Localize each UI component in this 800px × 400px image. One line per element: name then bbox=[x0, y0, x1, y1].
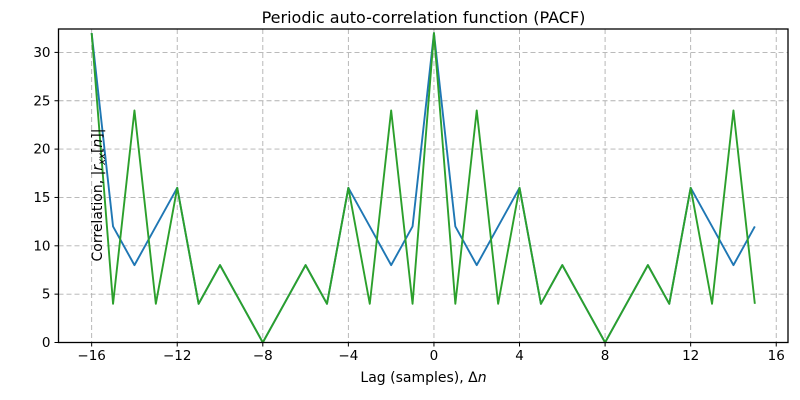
y-tick-label-10: 10 bbox=[33, 238, 50, 254]
y-axis-label-part-4: n bbox=[90, 138, 106, 148]
x-axis-label-part-0: Lag (samples), Δ bbox=[360, 370, 478, 386]
x-tick-label--4: −4 bbox=[338, 348, 358, 364]
x-tick-label--16: −16 bbox=[77, 348, 106, 364]
y-tick-label-15: 15 bbox=[33, 190, 50, 206]
y-tick-label-20: 20 bbox=[33, 142, 50, 158]
x-tick-label-4: 4 bbox=[515, 348, 524, 364]
y-axis-label-part-5: ]| bbox=[90, 128, 106, 139]
y-axis-label: Correlation, |rxx[n]| bbox=[90, 105, 108, 285]
axes-spines bbox=[57, 28, 789, 344]
chart-title: Periodic auto-correlation function (PACF… bbox=[261, 8, 586, 27]
y-tick-label-30: 30 bbox=[33, 45, 50, 61]
y-axis-label-part-1: r bbox=[90, 164, 106, 171]
x-tick-label-8: 8 bbox=[601, 348, 610, 364]
y-tick-label-0: 0 bbox=[42, 335, 51, 351]
x-tick-label-0: 0 bbox=[430, 348, 439, 364]
y-axis-label-part-0: Correlation, | bbox=[90, 170, 106, 262]
x-tick-label--12: −12 bbox=[163, 348, 192, 364]
x-tick-label--8: −8 bbox=[253, 348, 273, 364]
x-tick-label-12: 12 bbox=[682, 348, 699, 364]
plot-background bbox=[58, 29, 788, 343]
x-axis-label: Lag (samples), Δn bbox=[59, 370, 788, 386]
y-axis-label-part-3: [ bbox=[90, 147, 106, 154]
x-tick-label-16: 16 bbox=[768, 348, 785, 364]
x-axis-label-part-1: n bbox=[477, 370, 487, 386]
y-axis-label-part-2: xx bbox=[97, 153, 108, 165]
y-tick-label-25: 25 bbox=[33, 93, 50, 109]
y-tick-label-5: 5 bbox=[42, 287, 51, 303]
green-series-polyline bbox=[90, 32, 756, 343]
